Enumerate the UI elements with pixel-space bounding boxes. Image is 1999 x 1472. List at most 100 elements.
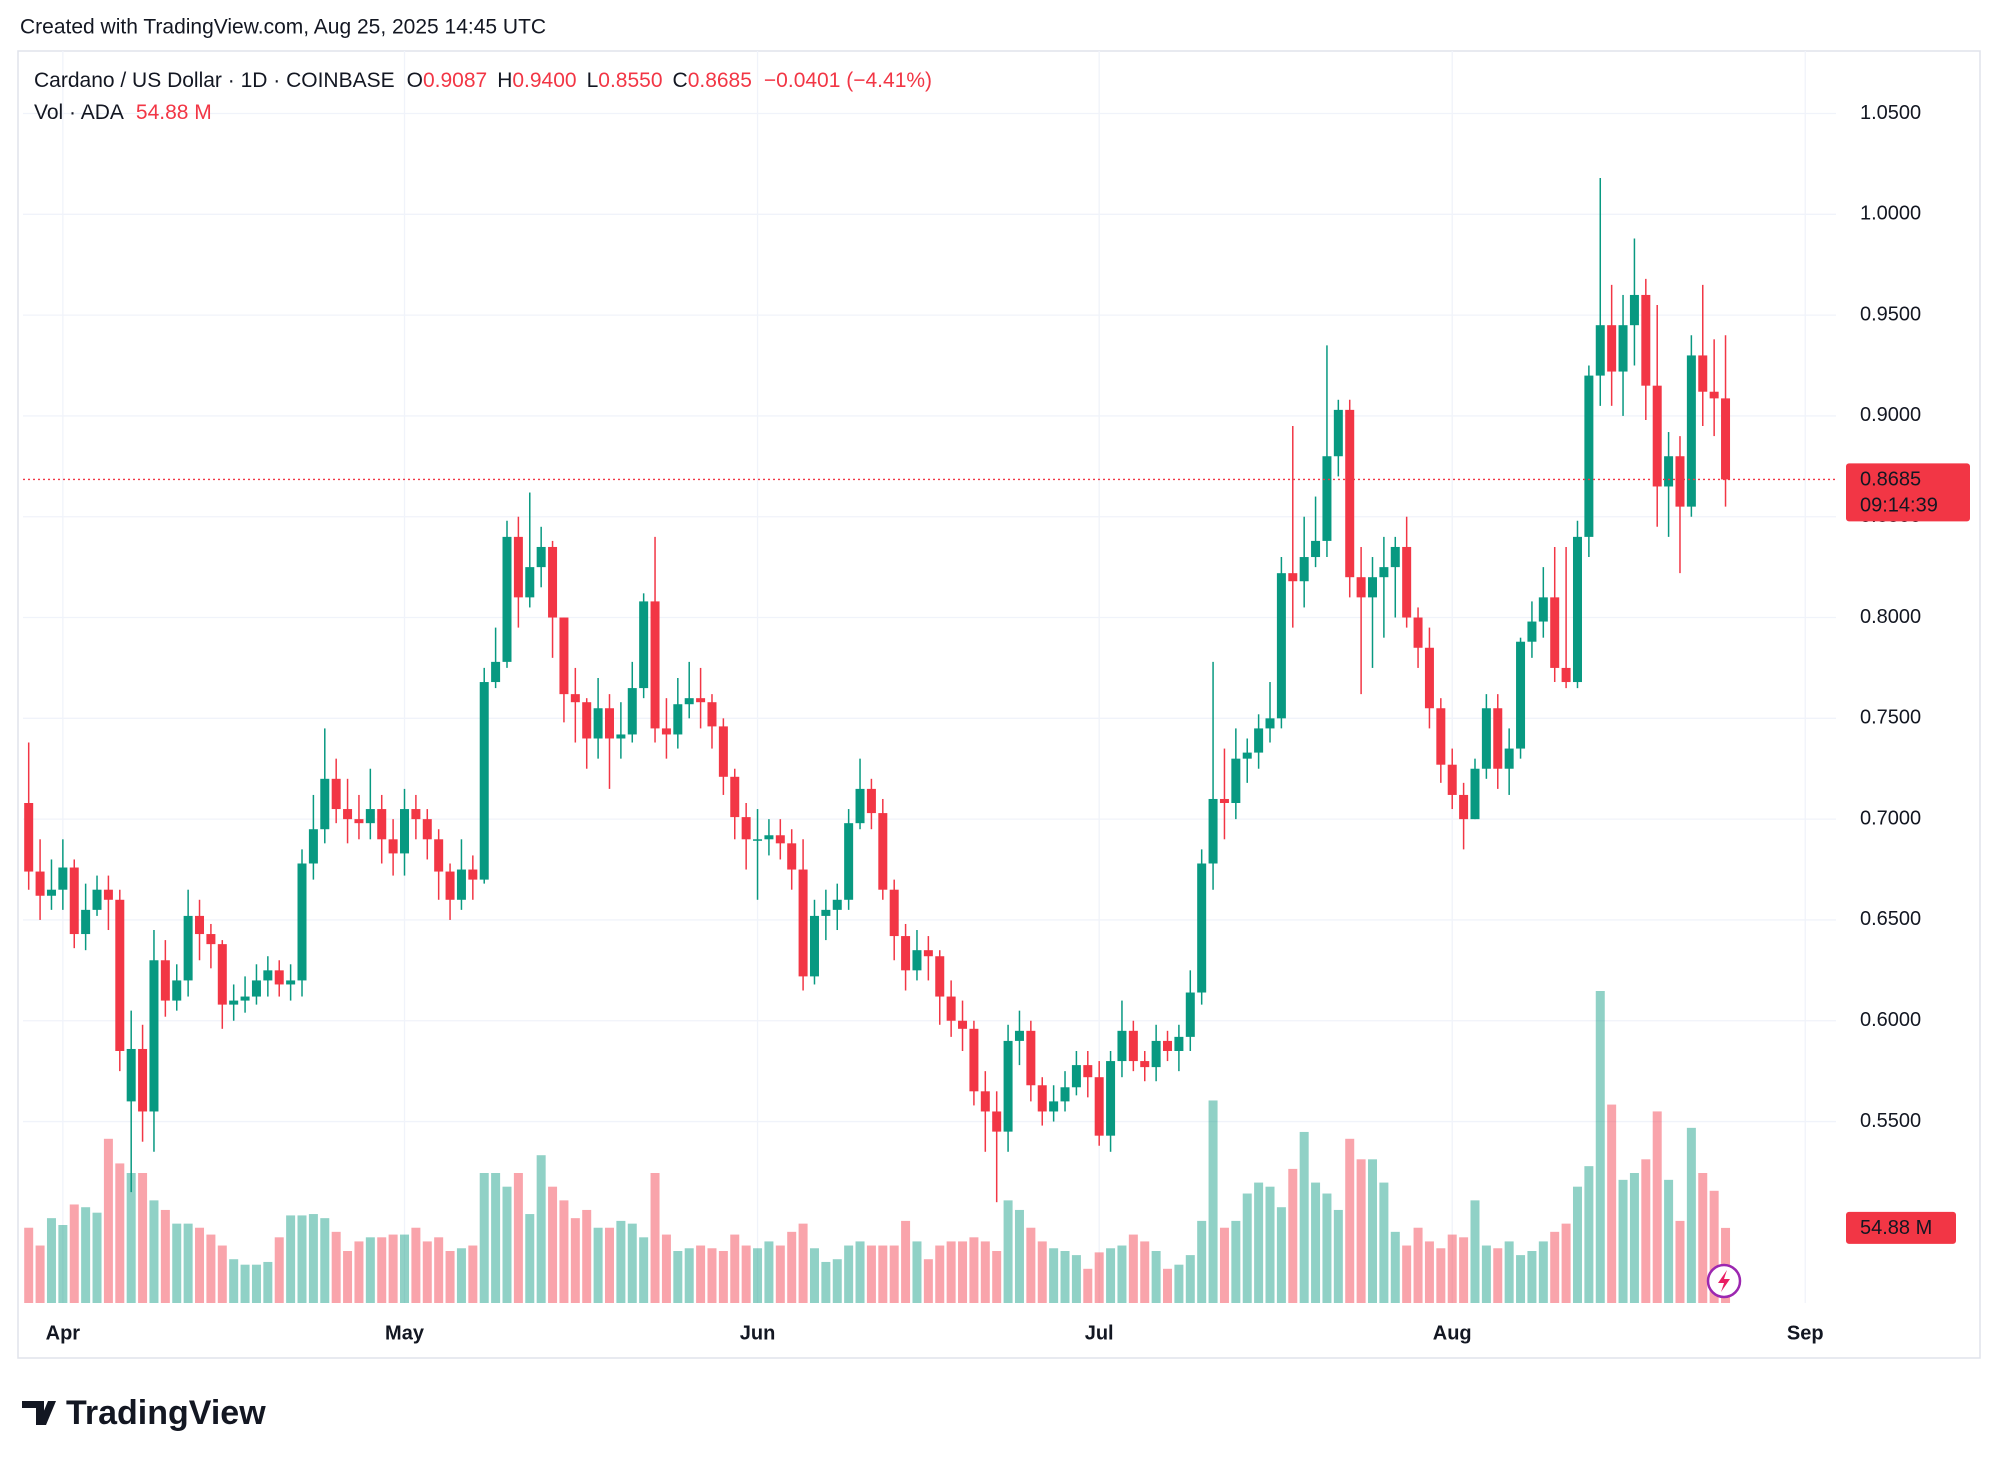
volume-bar <box>1083 1268 1093 1303</box>
volume-bar <box>115 1163 125 1303</box>
y-tick-label: 0.8000 <box>1860 606 1921 628</box>
y-tick-label: 0.9500 <box>1860 303 1921 325</box>
candle-body <box>1242 752 1252 759</box>
volume-bar <box>1003 1200 1013 1303</box>
y-tick-label: 0.5500 <box>1860 1110 1921 1132</box>
y-tick-label: 0.7500 <box>1860 707 1921 729</box>
volume-bar <box>320 1218 330 1303</box>
candle-body <box>183 915 193 981</box>
volume-bar <box>331 1231 341 1303</box>
volume-bar <box>821 1261 831 1303</box>
candle-body <box>923 950 933 957</box>
volume-bar <box>536 1155 546 1303</box>
x-tick-label: Sep <box>1787 1322 1824 1344</box>
volume-bar <box>1675 1220 1685 1303</box>
volume-bar <box>1208 1100 1218 1303</box>
icon-bolt[interactable] <box>1718 1270 1730 1292</box>
candle-body <box>149 960 159 1112</box>
candle-body <box>1049 1101 1059 1112</box>
volume-bar <box>1470 1200 1480 1303</box>
candle-body <box>1128 1030 1138 1062</box>
volume-bar <box>1390 1231 1400 1303</box>
volume-bar <box>206 1234 216 1303</box>
candle-body <box>195 915 205 935</box>
volume-bar <box>866 1245 876 1303</box>
volume-bar <box>969 1237 979 1303</box>
candle-body <box>343 809 353 820</box>
volume-bar <box>1071 1255 1081 1303</box>
candle-body <box>1037 1085 1047 1112</box>
volume-bar <box>673 1251 683 1303</box>
candle-body <box>1402 546 1412 618</box>
volume-bar <box>548 1186 558 1303</box>
chart-frame <box>17 50 1981 1359</box>
volume-bar <box>650 1173 660 1303</box>
x-tick-label: May <box>385 1322 425 1344</box>
volume-bar <box>24 1227 34 1303</box>
candle-body <box>764 835 774 840</box>
volume-bar <box>525 1214 535 1303</box>
volume-bar <box>103 1138 113 1303</box>
volume-bar <box>183 1223 193 1303</box>
candle-body <box>548 546 558 618</box>
volume-bar <box>456 1248 466 1303</box>
volume-bar <box>365 1237 375 1303</box>
candle-body <box>206 934 216 945</box>
volume-bar <box>1572 1186 1582 1303</box>
volume-bar <box>251 1264 261 1303</box>
candle-body <box>400 809 410 854</box>
candle-body <box>1424 647 1434 709</box>
candle-body <box>263 970 273 981</box>
volume-bar <box>1527 1251 1537 1303</box>
candle-body <box>1686 355 1696 507</box>
volume-bar <box>958 1241 968 1303</box>
volume-bar <box>388 1234 398 1303</box>
volume-bar <box>1151 1251 1161 1303</box>
candle-layer <box>24 178 1731 1203</box>
candle-body <box>730 776 740 818</box>
candle-body <box>912 950 922 971</box>
volume-bar <box>1368 1159 1378 1303</box>
volume-bar <box>1333 1209 1343 1303</box>
open-value: 0.9087 <box>423 69 487 92</box>
x-tick-label: Jul <box>1085 1322 1114 1344</box>
candle-body <box>946 996 956 1021</box>
volume-bar <box>308 1214 318 1303</box>
candle-body <box>969 1028 979 1092</box>
low-label: L <box>587 69 599 92</box>
candle-body <box>1629 294 1639 326</box>
volume-bar <box>1652 1111 1662 1303</box>
volume-bar <box>1174 1264 1184 1303</box>
close-value: 0.8685 <box>688 69 752 92</box>
volume-bar <box>1709 1190 1719 1303</box>
volume-bar <box>1117 1245 1127 1303</box>
candle-body <box>1345 409 1355 578</box>
candle-body <box>1026 1030 1036 1086</box>
candle-body <box>696 698 706 703</box>
watermark: Created with TradingView.com, Aug 25, 20… <box>20 16 546 39</box>
candle-body <box>274 970 284 985</box>
candle-body <box>1014 1030 1024 1041</box>
volume-bar <box>1128 1234 1138 1303</box>
candle-body <box>570 694 580 703</box>
volume-bar <box>809 1248 819 1303</box>
candle-body <box>1413 617 1423 648</box>
volume-bar <box>35 1245 45 1303</box>
volume-bar <box>1106 1248 1116 1303</box>
candle-body <box>1083 1065 1093 1078</box>
replay-icon[interactable] <box>1706 1263 1742 1299</box>
candle-body <box>217 944 227 1005</box>
candle-body <box>377 809 387 840</box>
candle-body <box>46 889 56 896</box>
candle-body <box>1368 577 1378 598</box>
volume-bar <box>229 1259 239 1303</box>
candle-body <box>935 956 945 997</box>
volume-bar <box>1424 1241 1434 1303</box>
candle-body <box>1208 798 1218 864</box>
volume-tag-value: 54.88 M <box>1860 1217 1932 1239</box>
volume-bar <box>741 1245 751 1303</box>
volume-bar <box>1356 1159 1366 1303</box>
candle-body <box>388 839 398 854</box>
volume-bar <box>1311 1182 1321 1303</box>
volume-bar <box>764 1241 774 1303</box>
